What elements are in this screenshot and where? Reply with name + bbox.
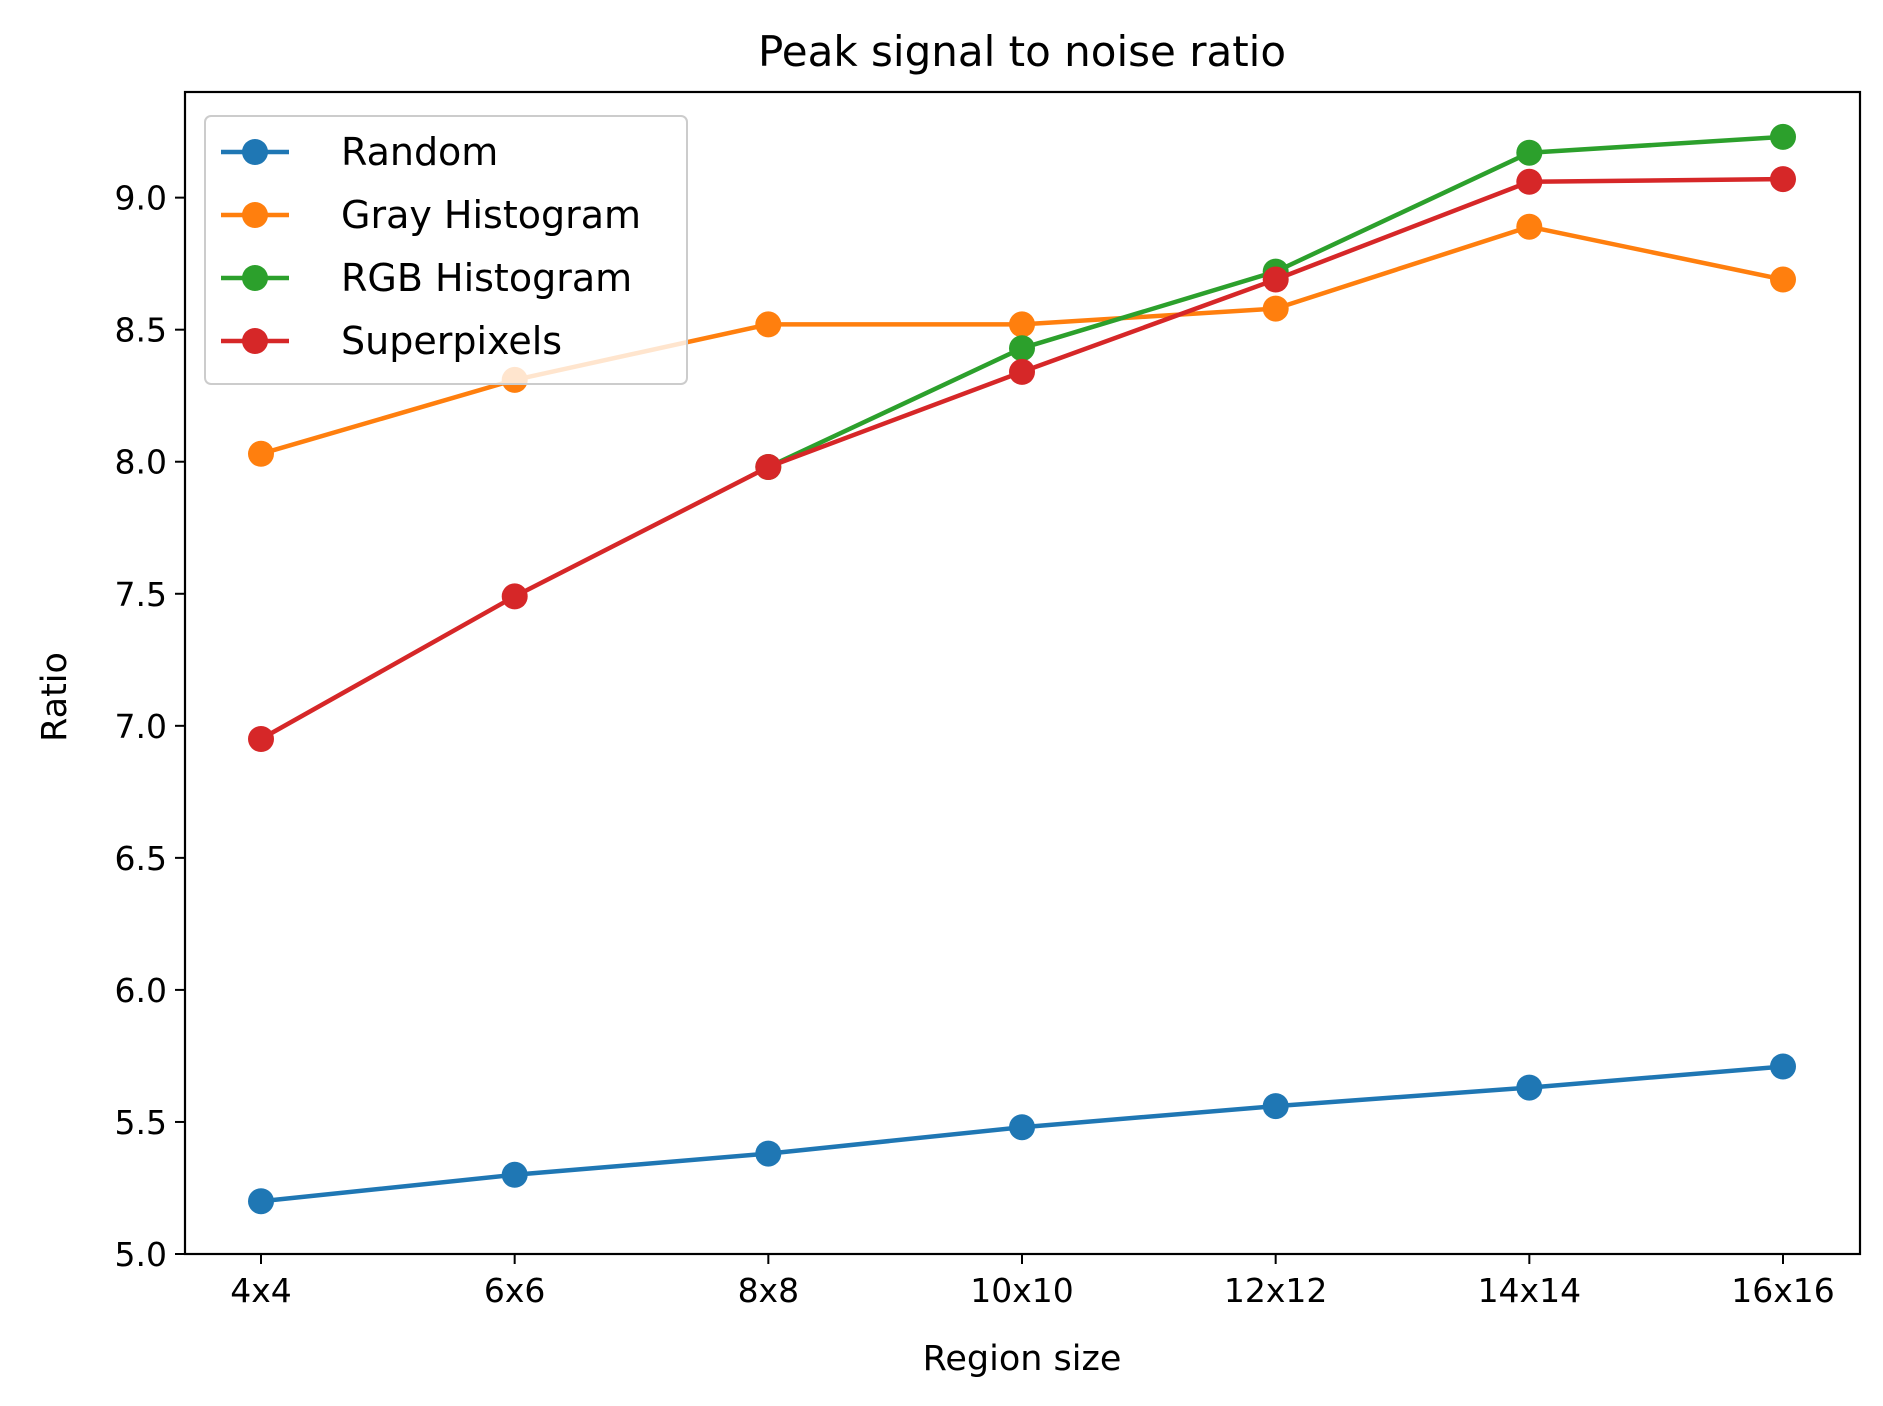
x-tick-label: 8x8 — [738, 1271, 800, 1310]
data-point-superpixels-16x16 — [1770, 166, 1796, 193]
data-point-gray-histogram-10x10 — [1009, 311, 1035, 338]
data-point-random-12x12 — [1262, 1093, 1289, 1120]
y-tick-label: 6.0 — [115, 971, 167, 1010]
data-point-random-10x10 — [1009, 1114, 1035, 1141]
x-tick-label: 6x6 — [484, 1271, 546, 1310]
x-tick-label: 4x4 — [230, 1271, 292, 1310]
x-tick-label: 14x14 — [1478, 1271, 1582, 1310]
legend: Random Gray Histogram RGB Histogram Superpi… — [204, 115, 688, 385]
y-tick-label: 7.5 — [115, 575, 167, 614]
data-point-random-8x8 — [755, 1140, 782, 1167]
legend-marker-random — [242, 139, 268, 165]
y-tick-label: 8.0 — [115, 443, 167, 482]
data-point-superpixels-6x6 — [501, 583, 528, 610]
data-point-random-16x16 — [1770, 1053, 1796, 1080]
data-point-rgb-histogram-10x10 — [1009, 335, 1035, 362]
data-point-superpixels-8x8 — [755, 454, 782, 480]
x-tick-label: 16x16 — [1731, 1271, 1835, 1310]
x-tick-label: 12x12 — [1224, 1271, 1328, 1310]
data-point-superpixels-12x12 — [1262, 266, 1289, 293]
legend-label-rgb-histogram: RGB Histogram — [341, 256, 632, 300]
data-point-random-4x4 — [248, 1188, 274, 1215]
y-tick-label: 8.5 — [115, 311, 167, 350]
y-tick-label: 6.5 — [115, 839, 167, 878]
data-point-random-14x14 — [1516, 1074, 1543, 1101]
chart-title: Peak signal to noise ratio — [758, 27, 1286, 76]
y-axis-title: Ratio — [35, 652, 75, 742]
data-point-gray-histogram-12x12 — [1262, 295, 1289, 322]
data-point-gray-histogram-8x8 — [755, 311, 782, 338]
data-point-superpixels-10x10 — [1009, 358, 1035, 385]
axes: 4x4 6x6 8x8 10x10 12x12 14x14 16x16 5.0 5.5 6.0 6.… — [115, 90, 1862, 1310]
legend-marker-gray-histogram — [242, 202, 268, 228]
plot-area — [248, 123, 1796, 1215]
data-point-random-6x6 — [501, 1161, 528, 1188]
data-point-superpixels-14x14 — [1516, 168, 1543, 195]
data-point-rgb-histogram-16x16 — [1770, 123, 1796, 150]
legend-label-random: Random — [341, 130, 498, 174]
legend-marker-rgb-histogram — [242, 265, 268, 291]
legend-label-superpixels: Superpixels — [341, 319, 562, 363]
legend-box — [204, 115, 688, 385]
x-axis-title: Region size — [923, 1339, 1122, 1379]
data-point-gray-histogram-4x4 — [248, 440, 274, 467]
data-point-superpixels-4x4 — [248, 726, 274, 752]
y-tick-label: 5.5 — [115, 1103, 167, 1142]
data-point-rgb-histogram-14x14 — [1516, 139, 1543, 166]
y-tick-label: 7.0 — [115, 707, 167, 746]
data-point-gray-histogram-14x14 — [1516, 213, 1543, 240]
data-point-gray-histogram-16x16 — [1770, 266, 1796, 293]
y-tick-label: 9.0 — [115, 179, 167, 218]
y-tick-label: 5.0 — [115, 1235, 167, 1274]
x-tick-label: 10x10 — [970, 1271, 1074, 1310]
legend-marker-superpixels — [242, 328, 268, 354]
legend-label-gray-histogram: Gray Histogram — [341, 193, 641, 237]
